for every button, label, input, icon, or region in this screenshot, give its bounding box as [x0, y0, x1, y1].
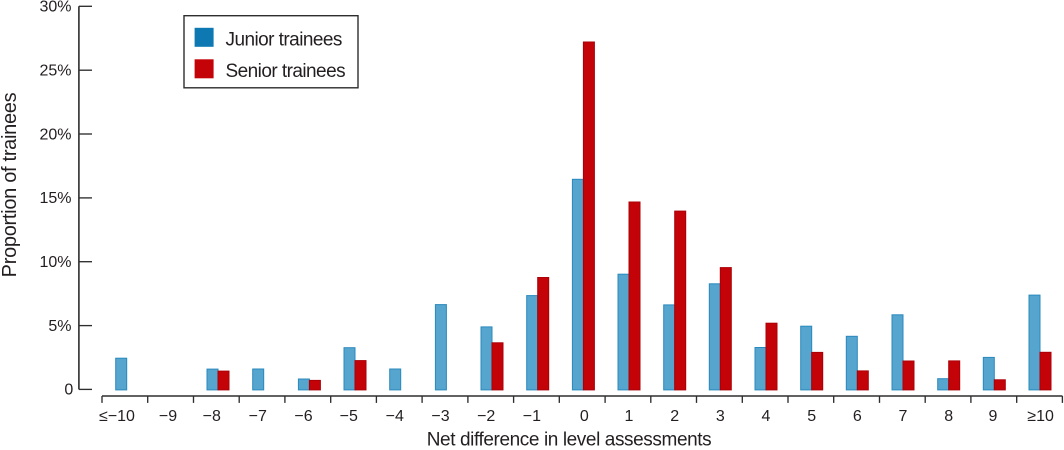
svg-text:4: 4	[762, 408, 771, 425]
svg-text:−4: −4	[386, 408, 404, 425]
svg-text:0: 0	[64, 382, 73, 399]
svg-text:Junior trainees: Junior trainees	[226, 29, 342, 50]
svg-text:−9: −9	[159, 408, 177, 425]
svg-text:−3: −3	[431, 408, 449, 425]
svg-text:5%: 5%	[48, 318, 71, 335]
svg-text:−5: −5	[340, 408, 358, 425]
svg-text:0: 0	[580, 408, 589, 425]
svg-text:≥10: ≥10	[1027, 408, 1054, 425]
svg-text:−2: −2	[477, 408, 495, 425]
svg-text:3: 3	[716, 408, 725, 425]
svg-text:−1: −1	[523, 408, 541, 425]
svg-text:5: 5	[807, 408, 816, 425]
svg-text:2: 2	[670, 408, 679, 425]
svg-text:6: 6	[853, 408, 862, 425]
svg-text:1: 1	[625, 408, 634, 425]
svg-text:−6: −6	[294, 408, 312, 425]
svg-text:30%: 30%	[39, 0, 71, 16]
svg-text:≤−10: ≤−10	[99, 408, 135, 425]
svg-text:15%: 15%	[39, 190, 71, 207]
svg-text:−7: −7	[249, 408, 267, 425]
svg-text:Net difference in level assess: Net difference in level assessments	[427, 430, 712, 450]
svg-text:20%: 20%	[39, 126, 71, 143]
svg-text:−8: −8	[203, 408, 221, 425]
svg-text:Proportion of trainees: Proportion of trainees	[0, 92, 21, 277]
svg-text:Senior trainees: Senior trainees	[226, 61, 346, 82]
svg-text:7: 7	[899, 408, 908, 425]
svg-text:8: 8	[944, 408, 953, 425]
svg-text:9: 9	[988, 408, 997, 425]
svg-text:25%: 25%	[39, 63, 71, 80]
svg-text:10%: 10%	[39, 254, 71, 271]
